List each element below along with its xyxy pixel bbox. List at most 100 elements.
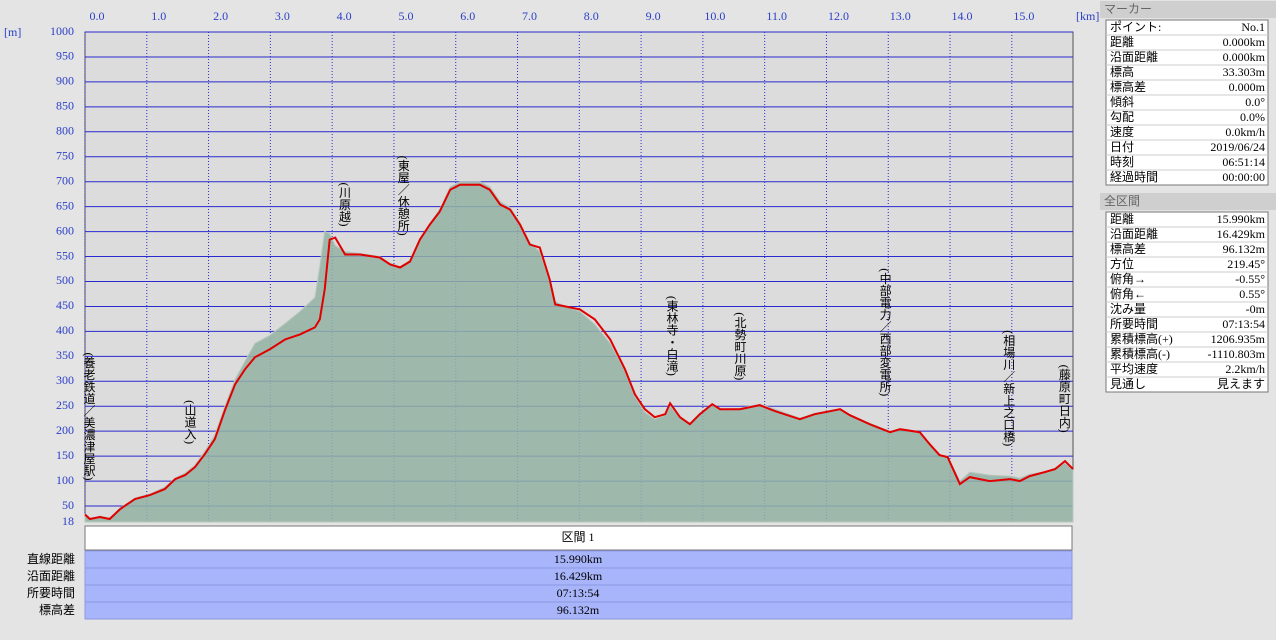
row-label: 見通し [1110,377,1146,391]
row-value: 16.429km [1217,227,1266,241]
x-tick-label: 3.0 [275,9,290,23]
row-label: 俯角→ [1110,271,1146,286]
annotation: (相場川／新上之口橋) [1002,330,1016,446]
section-cell [84,601,1073,620]
annotation: (北勢町川原) [733,312,747,380]
y-tick-label: 950 [56,49,74,63]
y-tick-label: 150 [56,448,74,462]
y-tick-label: 100 [56,473,74,487]
annotation: (東屋／休憩所) [396,156,410,236]
row-label: 経過時間 [1110,170,1158,184]
x-tick-label: 0.0 [90,9,105,23]
x-unit: [km] [1076,9,1099,23]
row-label: 標高差 [1110,241,1146,256]
row-label: 沈み量 [1110,301,1146,316]
row-label: 時刻 [1110,155,1134,169]
row-value: No.1 [1241,20,1265,34]
row-label: 傾斜 [1110,95,1134,109]
y-tick-label: 650 [56,198,74,212]
annotation: (東林寺・白滝) [665,296,679,376]
route-line [84,183,1074,521]
panel-title: マーカー [1104,2,1152,16]
row-label: 方位 [1110,256,1134,271]
row-value: 2019/06/24 [1210,140,1265,154]
row-value: -0m [1246,302,1266,316]
row-value: 07:13:54 [1222,317,1265,331]
panel-header [1100,193,1276,210]
section-label: 所要時間 [27,586,75,600]
panel-header [1100,1,1276,18]
x-tick-label: 12.0 [828,9,849,23]
row-label: 勾配 [1110,110,1134,124]
y-tick-label: 300 [56,373,74,387]
x-tick-label: 14.0 [952,9,973,23]
annotation: (藤原町日内) [1057,365,1071,433]
y-tick-label: 400 [56,323,74,337]
y-tick-label: 850 [56,99,74,113]
row-label: 標高 [1110,64,1134,79]
y-tick-label: 18 [62,514,74,528]
row-label: 累積標高(+) [1110,331,1173,346]
row-value: 96.132m [1223,242,1266,256]
x-tick-label: 11.0 [766,9,787,23]
section-title: 区間 1 [561,530,594,544]
row-value: -0.55° [1235,272,1265,286]
y-tick-label: 350 [56,348,74,362]
row-value: 0.55° [1239,287,1265,301]
row-value: 00:00:00 [1222,170,1265,184]
row-label: 標高差 [1110,79,1146,94]
row-value: 0.000m [1229,80,1266,94]
section-label: 沿面距離 [27,569,75,583]
y-tick-label: 200 [56,423,74,437]
panel-table [1105,19,1269,186]
row-label: 沿面距離 [1110,227,1158,241]
x-tick-label: 6.0 [460,9,475,23]
row-value: 0.0% [1240,110,1265,124]
section-label: 標高差 [39,602,75,617]
x-tick-label: 1.0 [151,9,166,23]
row-label: 速度 [1110,124,1134,139]
y-tick-label: 700 [56,173,74,187]
section-value: 07:13:54 [557,586,600,600]
row-value: 0.0° [1245,95,1265,109]
x-tick-label: 9.0 [646,9,661,23]
y-tick-label: 800 [56,124,74,138]
section-value: 96.132m [557,603,600,617]
y-tick-label: 450 [56,298,74,312]
x-tick-label: 4.0 [337,9,352,23]
row-label: ポイント: [1110,20,1161,34]
x-tick-label: 7.0 [522,9,537,23]
y-tick-label: 600 [56,223,74,237]
row-value: -1110.803m [1208,347,1266,361]
y-tick-label: 500 [56,273,74,287]
row-label: 平均速度 [1110,361,1158,376]
y-tick-label: 550 [56,248,74,262]
x-tick-label: 15.0 [1013,9,1034,23]
y-tick-label: 750 [56,148,74,162]
row-value: 15.990km [1217,212,1266,226]
row-value: 0.0km/h [1225,125,1265,139]
row-value: 0.000km [1223,50,1266,64]
y-tick-label: 1000 [50,24,74,38]
annotation: (中部電力／西部変電所) [878,268,892,396]
row-label: 俯角← [1110,286,1146,301]
y-tick-label: 900 [56,74,74,88]
section-label: 直線距離 [27,551,75,566]
row-label: 距離 [1110,35,1134,49]
row-value: 2.2km/h [1225,362,1265,376]
row-value: 219.45° [1227,257,1265,271]
row-value: 見えます [1217,377,1265,391]
x-tick-label: 8.0 [584,9,599,23]
row-label: 所要時間 [1110,317,1158,331]
row-label: 距離 [1110,212,1134,226]
panel-title: 全区間 [1104,193,1140,208]
x-tick-label: 5.0 [398,9,413,23]
section-value: 16.429km [554,569,603,583]
row-label: 沿面距離 [1110,50,1158,64]
x-tick-label: 13.0 [890,9,911,23]
section-value: 15.990km [554,552,603,566]
y-tick-label: 250 [56,398,74,412]
row-label: 累積標高(-) [1110,346,1170,361]
